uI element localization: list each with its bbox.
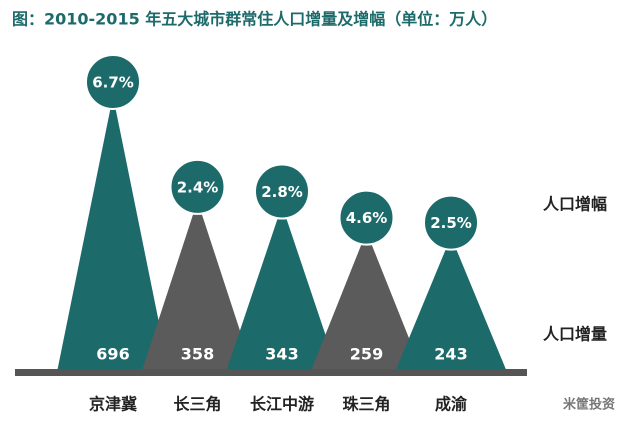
watermark: 米筐投资 bbox=[563, 397, 615, 413]
peak bbox=[310, 231, 423, 372]
amount-label: 259 bbox=[350, 345, 383, 364]
peak bbox=[57, 96, 169, 372]
baseline bbox=[15, 369, 527, 376]
rate-circle bbox=[169, 158, 226, 215]
rate-label: 2.8% bbox=[261, 183, 303, 201]
rate-label: 2.4% bbox=[177, 178, 219, 196]
amount-label: 243 bbox=[434, 345, 467, 364]
amount-label: 358 bbox=[181, 345, 214, 364]
rate-label: 4.6% bbox=[346, 209, 388, 227]
x-tick-label: 成渝 bbox=[435, 395, 468, 414]
amount-label: 696 bbox=[96, 345, 129, 364]
x-tick-label: 长三角 bbox=[173, 395, 221, 414]
x-tick-label: 京津冀 bbox=[89, 395, 137, 414]
x-tick-label: 长江中游 bbox=[250, 395, 314, 414]
rate-label: 6.7% bbox=[92, 74, 134, 92]
rate-circle bbox=[423, 194, 479, 251]
peak bbox=[226, 205, 338, 372]
rate-label: 2.5% bbox=[430, 214, 472, 232]
legend-label: 人口增量 bbox=[543, 325, 607, 344]
peak bbox=[395, 236, 507, 372]
chart-title: 图：2010-2015 年五大城市群常住人口增量及增幅（单位：万人） bbox=[12, 10, 497, 29]
amount-label: 343 bbox=[265, 345, 298, 364]
rate-circle bbox=[338, 189, 395, 246]
rate-circle bbox=[85, 54, 141, 110]
rate-circle bbox=[254, 163, 310, 220]
x-tick-label: 珠三角 bbox=[342, 395, 390, 414]
legend-label: 人口增幅 bbox=[543, 195, 607, 214]
peak bbox=[141, 200, 254, 372]
